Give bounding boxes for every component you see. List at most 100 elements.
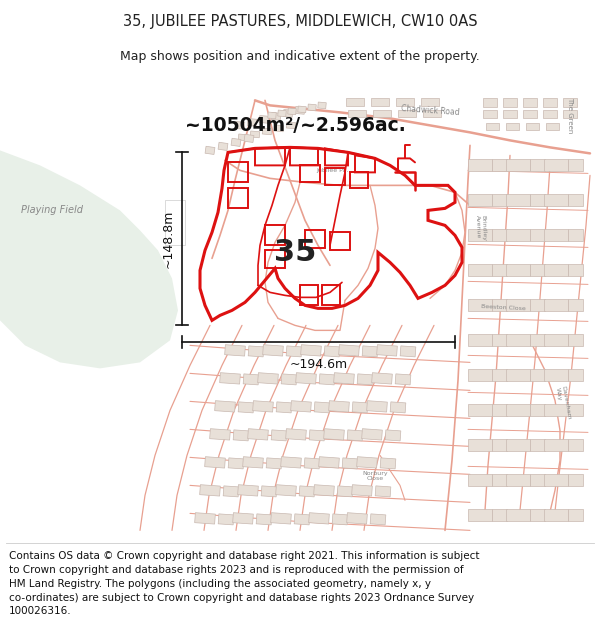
- Bar: [314, 402, 330, 413]
- Text: HM Land Registry. The polygons (including the associated geometry, namely x, y: HM Land Registry. The polygons (includin…: [9, 579, 431, 589]
- Bar: [468, 159, 492, 171]
- Text: to Crown copyright and database rights 2023 and is reproduced with the permissio: to Crown copyright and database rights 2…: [9, 564, 464, 574]
- Bar: [233, 512, 253, 524]
- Bar: [491, 299, 506, 311]
- Bar: [568, 299, 583, 311]
- Bar: [563, 98, 577, 107]
- Bar: [286, 122, 296, 129]
- Bar: [257, 372, 278, 384]
- Bar: [244, 134, 254, 142]
- Bar: [544, 439, 568, 451]
- Text: 35, JUBILEE PASTURES, MIDDLEWICH, CW10 0AS: 35, JUBILEE PASTURES, MIDDLEWICH, CW10 0…: [122, 14, 478, 29]
- Bar: [523, 111, 537, 118]
- Bar: [329, 401, 349, 412]
- Bar: [491, 509, 506, 521]
- Bar: [544, 334, 568, 346]
- Bar: [468, 509, 492, 521]
- Bar: [423, 110, 441, 117]
- Bar: [352, 485, 373, 496]
- Text: ~194.6m: ~194.6m: [289, 358, 347, 371]
- Bar: [544, 299, 568, 311]
- Bar: [261, 486, 277, 497]
- Bar: [347, 512, 367, 524]
- Bar: [356, 457, 377, 468]
- Bar: [367, 401, 388, 412]
- Bar: [332, 514, 348, 525]
- Text: Davenham
Way: Davenham Way: [555, 386, 572, 421]
- Bar: [468, 474, 492, 486]
- Bar: [271, 512, 292, 524]
- Bar: [275, 485, 296, 496]
- Bar: [543, 111, 557, 118]
- Bar: [262, 128, 272, 135]
- Bar: [318, 102, 326, 109]
- Bar: [544, 229, 568, 241]
- Text: co-ordinates) are subject to Crown copyright and database rights 2023 Ordnance S: co-ordinates) are subject to Crown copyr…: [9, 592, 474, 602]
- Bar: [398, 110, 416, 117]
- Bar: [304, 458, 320, 469]
- Bar: [299, 486, 315, 497]
- Bar: [506, 369, 530, 381]
- Bar: [238, 402, 254, 413]
- Text: Map shows position and indicative extent of the property.: Map shows position and indicative extent…: [120, 50, 480, 62]
- Bar: [395, 374, 411, 385]
- Bar: [568, 369, 583, 381]
- Bar: [308, 104, 316, 111]
- Bar: [283, 109, 293, 118]
- Bar: [324, 346, 340, 357]
- Bar: [362, 429, 382, 440]
- Bar: [243, 374, 259, 385]
- Bar: [491, 159, 506, 171]
- Bar: [274, 125, 284, 132]
- Bar: [377, 345, 397, 356]
- Bar: [235, 121, 245, 129]
- Text: Contains OS data © Crown copyright and database right 2021. This information is : Contains OS data © Crown copyright and d…: [9, 551, 479, 561]
- Bar: [218, 142, 228, 151]
- Text: Brindley
Avenue: Brindley Avenue: [475, 215, 487, 241]
- Text: Playing Field: Playing Field: [21, 206, 83, 216]
- Bar: [271, 112, 281, 120]
- Bar: [263, 345, 283, 356]
- Bar: [334, 372, 355, 384]
- Text: Norbury
Close: Norbury Close: [362, 471, 388, 481]
- Bar: [530, 229, 545, 241]
- Bar: [468, 334, 492, 346]
- Bar: [568, 194, 583, 206]
- Bar: [568, 439, 583, 451]
- Bar: [506, 299, 530, 311]
- Bar: [205, 146, 215, 154]
- Bar: [568, 334, 583, 346]
- Bar: [491, 439, 506, 451]
- Bar: [357, 374, 373, 385]
- Bar: [396, 98, 414, 106]
- Polygon shape: [165, 201, 185, 246]
- Bar: [506, 439, 530, 451]
- Bar: [468, 369, 492, 381]
- Bar: [371, 372, 392, 384]
- Text: 35: 35: [274, 238, 316, 267]
- Bar: [390, 402, 406, 413]
- Bar: [530, 404, 545, 416]
- Bar: [506, 264, 530, 276]
- Text: Jubilee Pa...: Jubilee Pa...: [317, 168, 353, 173]
- Bar: [468, 264, 492, 276]
- Bar: [491, 194, 506, 206]
- Bar: [530, 509, 545, 521]
- Bar: [544, 159, 568, 171]
- Bar: [568, 264, 583, 276]
- Bar: [296, 372, 316, 384]
- Bar: [530, 369, 545, 381]
- Bar: [544, 474, 568, 486]
- Bar: [568, 474, 583, 486]
- Bar: [506, 229, 530, 241]
- Bar: [563, 111, 577, 118]
- Bar: [421, 98, 439, 106]
- Bar: [375, 486, 391, 497]
- Bar: [373, 110, 391, 117]
- Bar: [371, 98, 389, 106]
- Bar: [370, 514, 386, 525]
- Bar: [530, 474, 545, 486]
- Bar: [491, 474, 506, 486]
- Bar: [250, 131, 260, 138]
- Bar: [468, 404, 492, 416]
